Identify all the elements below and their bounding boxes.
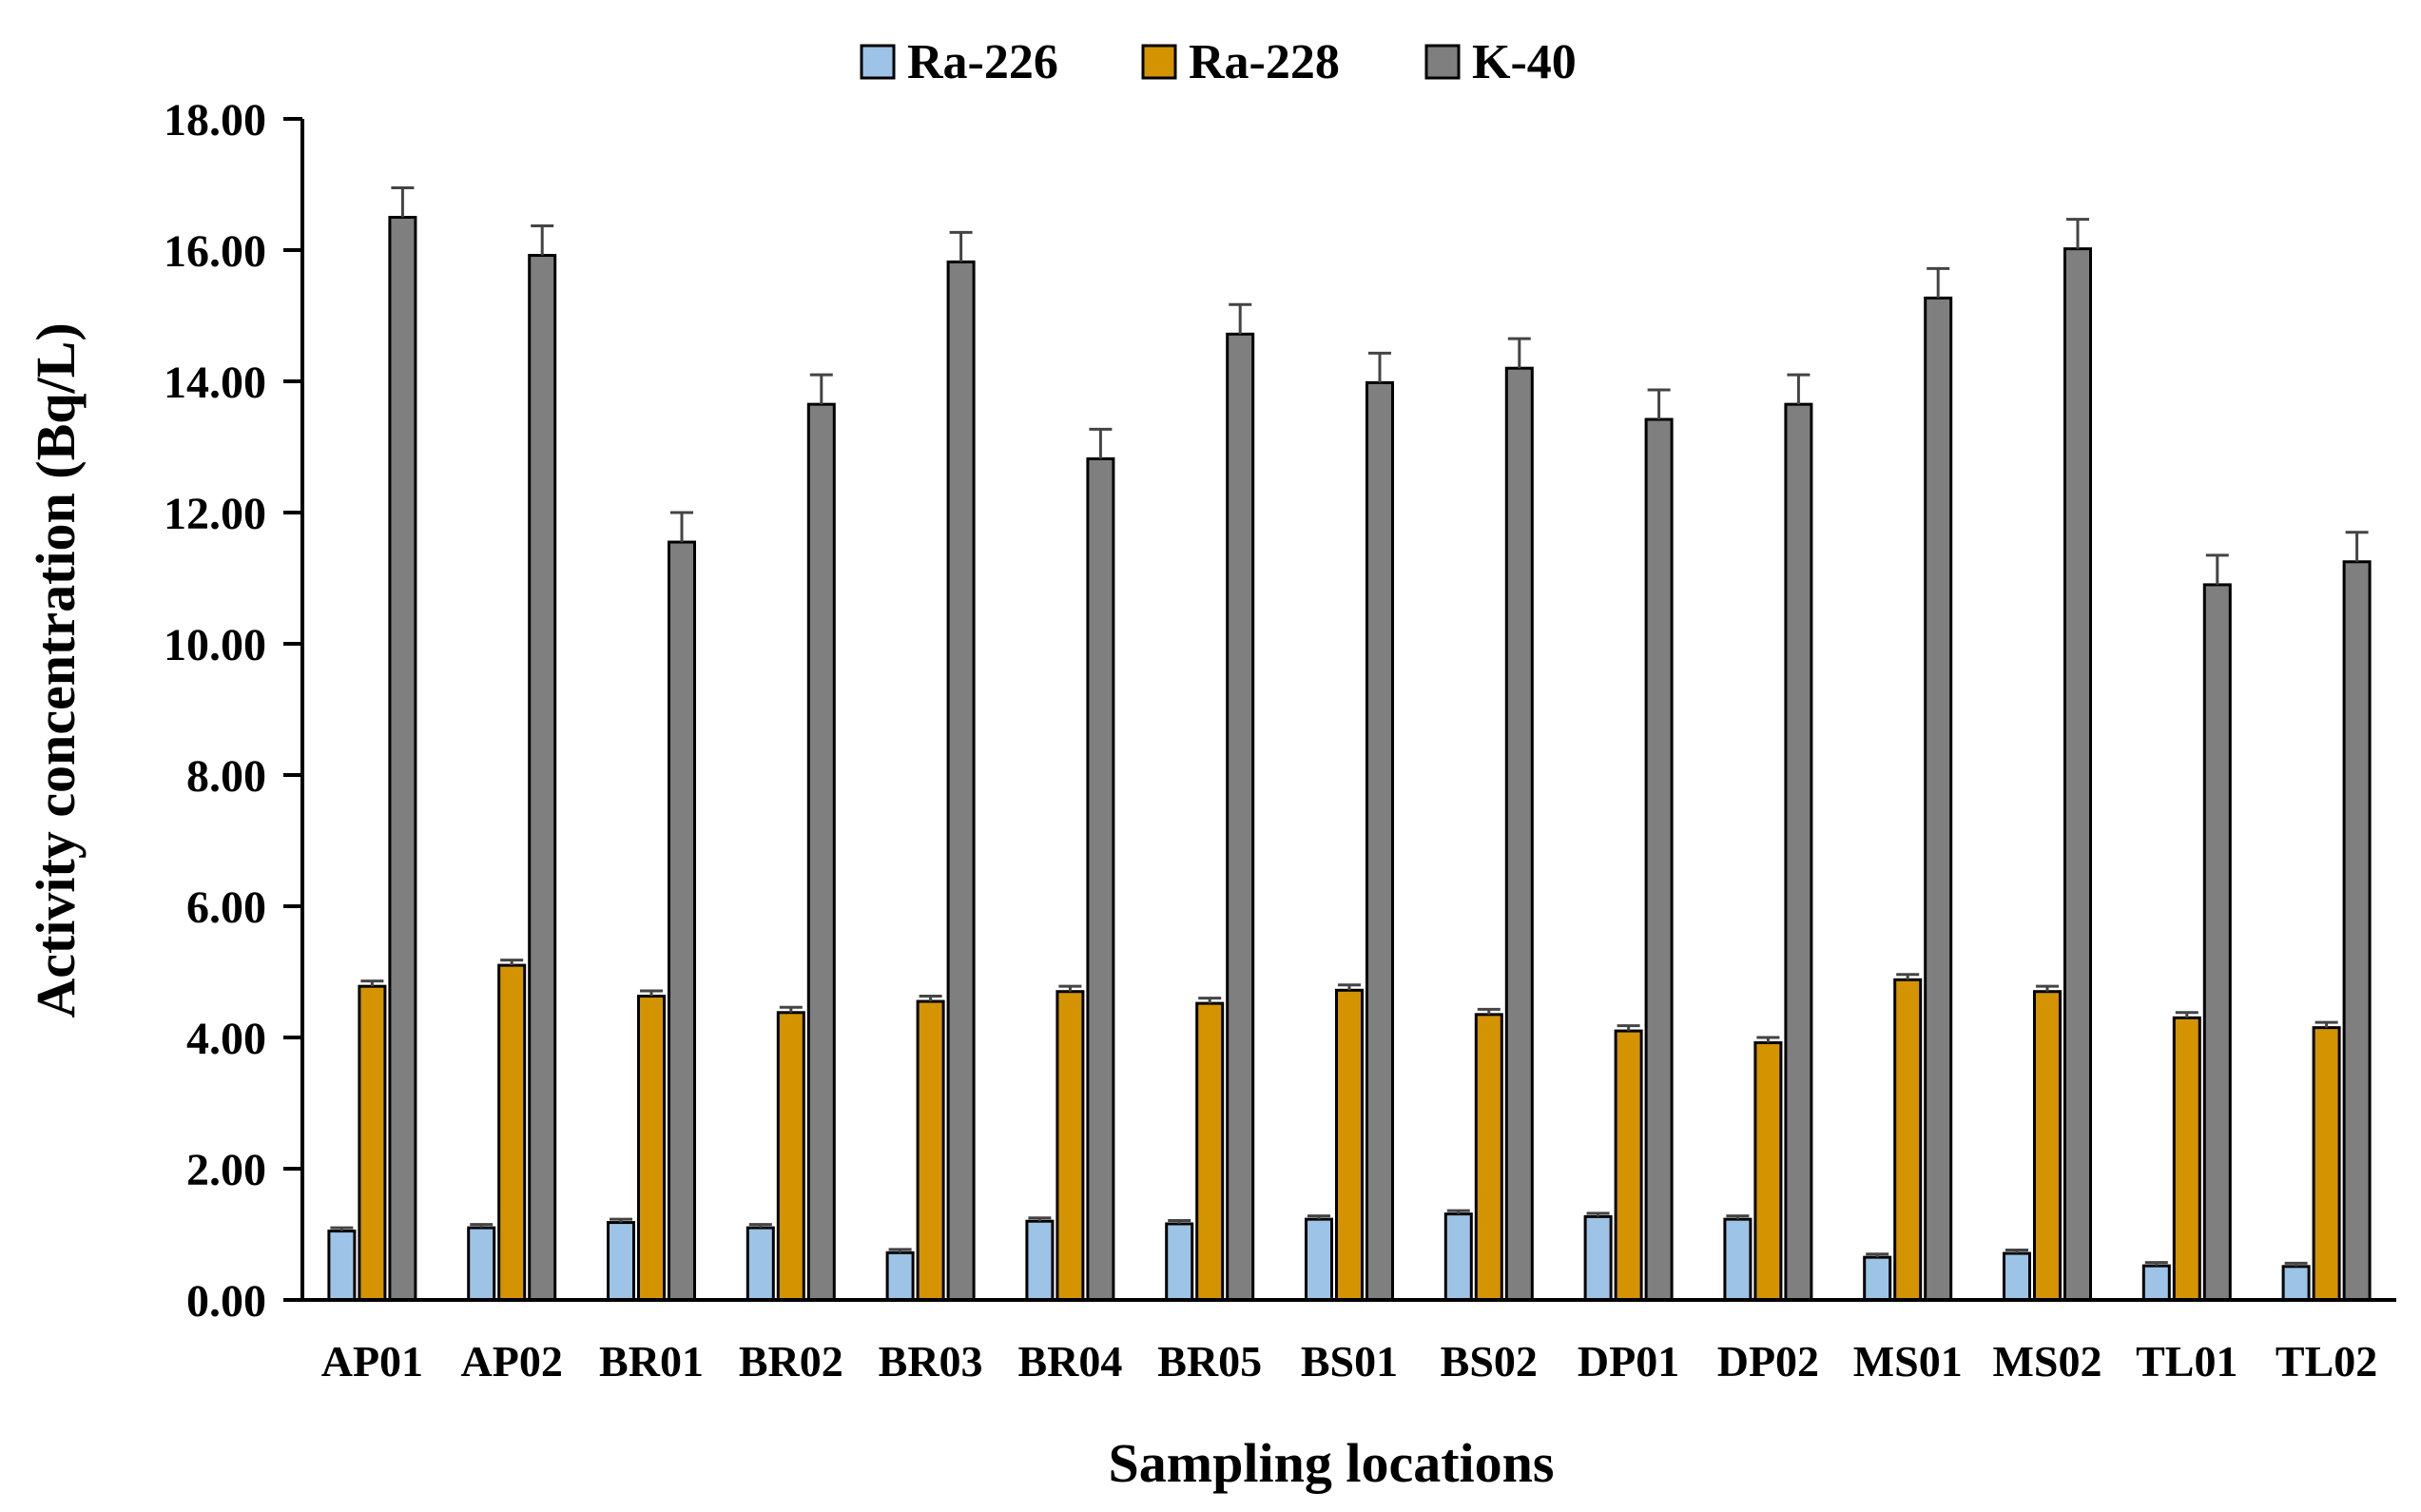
bar-k-40-dp02 — [1784, 402, 1813, 1302]
x-tick-label: TL02 — [2276, 1337, 2377, 1386]
y-tick-label: 4.00 — [186, 1014, 266, 1064]
bar-k-40-ap02 — [528, 254, 557, 1302]
bar-ra-226-br01 — [607, 1221, 635, 1302]
bar-ra-228-br05 — [1195, 1001, 1225, 1302]
y-tick-label: 8.00 — [186, 751, 266, 802]
bar-ra-228-br04 — [1056, 990, 1085, 1302]
x-axis-tick-labels: AP01 AP02 BR01 BR02 BR03 BR04 BR05 BS01 BS02 DP01… — [321, 1337, 2378, 1386]
legend-swatch-k-40 — [1424, 44, 1461, 80]
bar-ra-226-dp01 — [1583, 1214, 1613, 1302]
bar-ra-226-ms02 — [2003, 1251, 2031, 1302]
bar-ra-228-bs01 — [1335, 988, 1364, 1302]
bar-ra-228-tl02 — [2312, 1026, 2341, 1302]
bar-k-40-br03 — [946, 260, 976, 1302]
bar-k-40-br02 — [806, 402, 836, 1302]
bar-k-40-br01 — [668, 540, 696, 1302]
bar-ra-226-br03 — [885, 1250, 915, 1302]
x-tick-label: AP02 — [461, 1337, 563, 1386]
bar-k-40-tl01 — [2202, 583, 2232, 1302]
legend-swatch-ra-228 — [1141, 44, 1177, 80]
bar-k-40-tl02 — [2342, 560, 2372, 1302]
bar-k-40-bs02 — [1504, 366, 1534, 1302]
bar-ra-226-tl01 — [2141, 1264, 2171, 1302]
y-tick-label: 14.00 — [164, 358, 266, 408]
y-axis-title: Activity concentration (Bq/L) — [25, 322, 87, 1018]
y-tick-label: 16.00 — [164, 226, 266, 277]
bar-ra-228-br01 — [637, 995, 666, 1302]
bar-k-40-ms01 — [1924, 296, 1953, 1302]
bar-ra-226-br02 — [746, 1226, 775, 1302]
bar-k-40-dp01 — [1644, 417, 1674, 1302]
legend-label-k-40: K-40 — [1472, 35, 1577, 89]
bar-ra-228-ms01 — [1893, 978, 1923, 1302]
bar-ra-226-bs02 — [1443, 1212, 1473, 1302]
x-tick-label: AP01 — [321, 1337, 423, 1386]
bar-ra-228-bs02 — [1474, 1013, 1503, 1302]
legend-label-ra-228: Ra-228 — [1189, 35, 1340, 89]
bar-ra-226-tl02 — [2281, 1265, 2311, 1302]
bar-ra-228-br03 — [916, 999, 945, 1302]
x-tick-label: DP02 — [1717, 1337, 1819, 1386]
y-tick-label: 10.00 — [164, 620, 266, 670]
bar-ra-228-br02 — [776, 1011, 805, 1302]
y-axis-ticks: 0.00 2.00 4.00 6.00 8.00 10.00 12.00 14.00 16.00… — [164, 95, 302, 1327]
x-tick-label: BR02 — [739, 1337, 843, 1386]
x-axis-title: Sampling locations — [1109, 1432, 1555, 1494]
bar-ra-226-bs01 — [1305, 1217, 1333, 1302]
bar-k-40-ms02 — [2063, 247, 2092, 1302]
x-tick-label: BR04 — [1017, 1337, 1122, 1386]
bar-ra-226-br05 — [1165, 1222, 1194, 1302]
legend: Ra-226 Ra-228 K-40 — [860, 35, 1577, 89]
x-tick-label: MS01 — [1853, 1337, 1963, 1386]
y-tick-label: 2.00 — [186, 1145, 266, 1195]
bar-ra-228-ap01 — [358, 984, 387, 1302]
bar-ra-226-ap01 — [327, 1230, 357, 1302]
x-tick-label: BS01 — [1301, 1337, 1398, 1386]
bar-ra-228-ms02 — [2033, 990, 2062, 1302]
bar-ra-228-dp01 — [1614, 1029, 1643, 1302]
y-tick-label: 12.00 — [164, 489, 266, 539]
bar-k-40-ap01 — [388, 216, 417, 1302]
bar-k-40-br05 — [1226, 332, 1255, 1302]
bar-k-40-bs01 — [1365, 380, 1394, 1302]
x-tick-label: BR01 — [599, 1337, 704, 1386]
x-tick-label: MS02 — [1993, 1337, 2102, 1386]
x-tick-label: BS02 — [1441, 1337, 1538, 1386]
x-tick-label: DP01 — [1578, 1337, 1679, 1386]
bar-ra-226-dp02 — [1723, 1217, 1753, 1302]
bar-ra-228-tl01 — [2172, 1016, 2201, 1302]
legend-swatch-ra-226 — [860, 44, 896, 80]
bar-ra-228-ap02 — [497, 963, 527, 1302]
x-tick-label: TL01 — [2136, 1337, 2237, 1386]
legend-label-ra-226: Ra-226 — [907, 35, 1058, 89]
bar-ra-226-br04 — [1025, 1219, 1055, 1302]
bar-ra-226-ms01 — [1863, 1255, 1892, 1302]
bar-ra-228-dp02 — [1753, 1041, 1783, 1302]
y-tick-label: 18.00 — [164, 95, 266, 145]
bars — [327, 185, 2372, 1302]
y-tick-label: 0.00 — [186, 1276, 266, 1327]
bar-ra-226-ap02 — [467, 1226, 496, 1302]
y-tick-label: 6.00 — [186, 882, 266, 933]
x-tick-label: BR03 — [879, 1337, 983, 1386]
bar-k-40-br04 — [1086, 456, 1115, 1302]
x-tick-label: BR05 — [1157, 1337, 1262, 1386]
